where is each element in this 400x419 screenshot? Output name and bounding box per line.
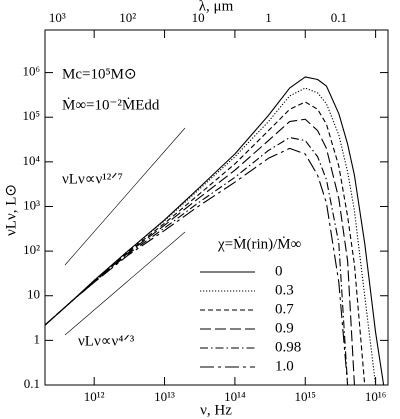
legend-label: 0.98 <box>275 339 301 355</box>
series-line <box>44 87 377 386</box>
series-line <box>44 76 385 386</box>
x2-tick-label: 10² <box>119 10 136 25</box>
x-tick-label: 10¹⁶ <box>365 389 386 404</box>
legend-label: 0.9 <box>275 320 294 336</box>
y-axis-label: νLν, L⊙ <box>3 184 19 236</box>
legend-label: 1.0 <box>275 358 294 374</box>
series-line <box>44 118 355 386</box>
x2-tick-label: 10³ <box>49 10 66 25</box>
slope-guide <box>64 127 186 266</box>
annotation: Mc=10⁵M⊙ <box>62 66 137 82</box>
legend-title: χ=Ṁ(rin)/Ṁ∞ <box>217 236 301 252</box>
series-line <box>44 147 349 386</box>
x2-tick-label: 1 <box>265 10 272 25</box>
x2-axis-label: λ, μm <box>199 0 234 14</box>
series-line <box>44 101 366 386</box>
y-tick-label: 10⁴ <box>22 153 40 168</box>
y-tick-label: 10² <box>23 242 40 257</box>
x-tick-label: 10¹³ <box>154 389 175 404</box>
plot-frame <box>44 29 389 386</box>
annotation: Ṁ∞=10⁻²ṀEdd <box>62 97 160 113</box>
legend-label: 0 <box>275 263 283 279</box>
annotation: νLν∝ν⁴ᐟ³ <box>78 333 135 349</box>
x-tick-label: 10¹² <box>84 389 105 404</box>
y-tick-label: 10⁶ <box>22 64 40 79</box>
x-tick-label: 10¹⁵ <box>295 389 316 404</box>
annotation: νLν∝ν¹²ᐟ⁷ <box>62 171 123 187</box>
y-tick-label: 1 <box>34 331 41 346</box>
legend-label: 0.7 <box>275 301 294 317</box>
slope-guide <box>64 231 186 336</box>
x-tick-label: 10¹⁴ <box>224 389 246 404</box>
x2-tick-label: 0.1 <box>331 10 347 25</box>
y-tick-label: 10³ <box>23 197 40 212</box>
y-tick-label: 0.1 <box>24 376 40 391</box>
y-tick-label: 10 <box>27 287 40 302</box>
legend-label: 0.3 <box>275 282 294 298</box>
x2-tick-label: 10 <box>192 10 205 25</box>
y-tick-label: 10⁵ <box>22 108 40 123</box>
x-axis-label: ν, Hz <box>200 402 232 418</box>
